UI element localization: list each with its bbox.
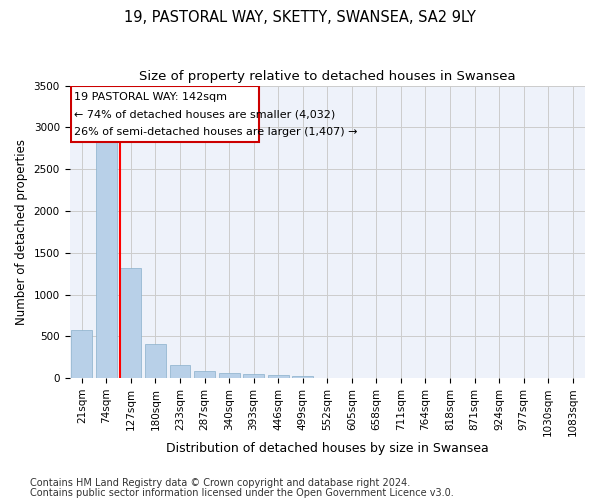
Bar: [71, 330, 92, 378]
Bar: [145, 344, 166, 378]
Text: 19 PASTORAL WAY: 142sqm: 19 PASTORAL WAY: 142sqm: [74, 92, 227, 102]
Bar: [194, 372, 215, 378]
Text: Contains HM Land Registry data © Crown copyright and database right 2024.: Contains HM Land Registry data © Crown c…: [30, 478, 410, 488]
Text: 19, PASTORAL WAY, SKETTY, SWANSEA, SA2 9LY: 19, PASTORAL WAY, SKETTY, SWANSEA, SA2 9…: [124, 10, 476, 25]
X-axis label: Distribution of detached houses by size in Swansea: Distribution of detached houses by size …: [166, 442, 488, 455]
Y-axis label: Number of detached properties: Number of detached properties: [15, 139, 28, 325]
Bar: [292, 376, 313, 378]
FancyBboxPatch shape: [71, 86, 259, 142]
Bar: [268, 375, 289, 378]
Bar: [170, 365, 190, 378]
Bar: [121, 268, 142, 378]
Bar: [243, 374, 264, 378]
Text: ← 74% of detached houses are smaller (4,032): ← 74% of detached houses are smaller (4,…: [74, 110, 335, 120]
Bar: [218, 373, 239, 378]
Text: Contains public sector information licensed under the Open Government Licence v3: Contains public sector information licen…: [30, 488, 454, 498]
Title: Size of property relative to detached houses in Swansea: Size of property relative to detached ho…: [139, 70, 515, 83]
Text: 26% of semi-detached houses are larger (1,407) →: 26% of semi-detached houses are larger (…: [74, 127, 358, 137]
Bar: [96, 134, 117, 378]
